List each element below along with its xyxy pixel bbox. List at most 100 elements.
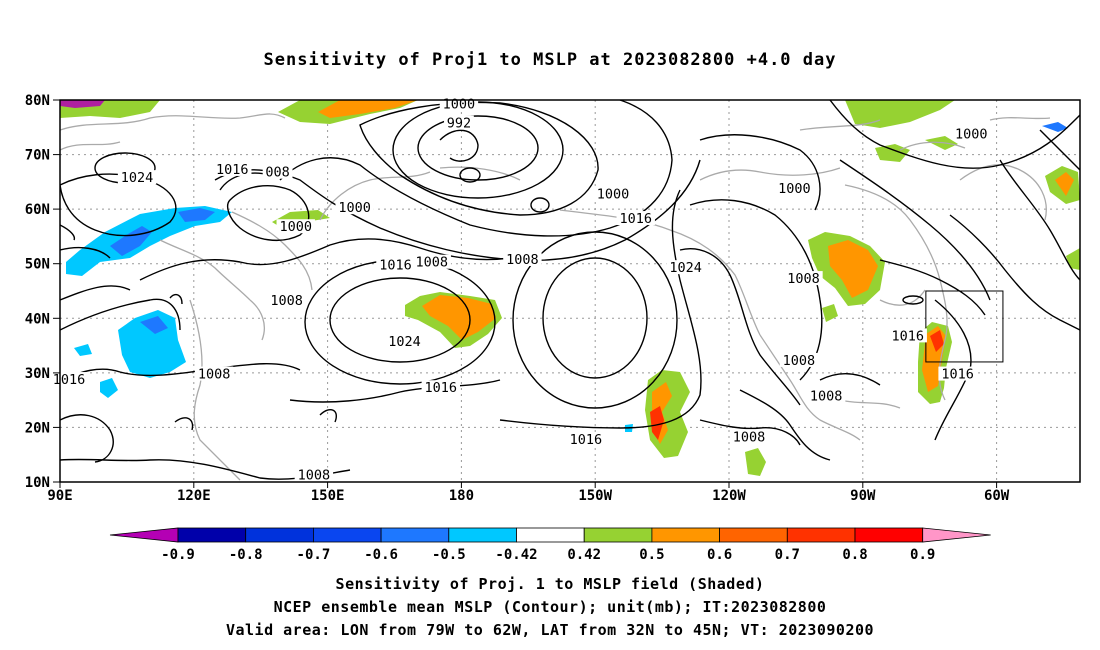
contour-label: 1016 — [941, 367, 974, 383]
contour-label-bg — [784, 271, 823, 286]
colorbar-segment — [448, 527, 517, 543]
lon-label: 180 — [449, 488, 474, 504]
contour-label: 1008 — [415, 255, 448, 271]
shade-region-arctic-canada — [845, 100, 955, 128]
contour-label: 1000 — [778, 181, 811, 197]
contour-label-bg — [335, 200, 374, 215]
contour-label-bg — [503, 251, 542, 266]
contour-label: 1000 — [279, 219, 312, 235]
contour-label-bg — [262, 164, 293, 179]
contour-label: 1024 — [388, 334, 421, 350]
contour-label-bg — [775, 181, 814, 196]
colorbar-segment — [177, 527, 247, 543]
latitude-labels: 80N 70N 60N 50N 40N 30N 20N 10N — [25, 93, 50, 491]
lon-label: 90W — [850, 488, 876, 504]
lon-label: 120E — [177, 488, 211, 504]
lat-label: 70N — [25, 148, 50, 164]
contour-label-bg — [194, 366, 234, 381]
contour-label-bg — [806, 388, 846, 403]
contour-label-bg — [444, 115, 474, 130]
shade-region-siberia-blue — [66, 206, 232, 276]
lat-label: 40N — [25, 311, 50, 327]
contour-label-bg — [276, 219, 315, 234]
valid-area-box — [925, 290, 1004, 363]
map-frame — [59, 99, 1081, 483]
colorbar-segment — [719, 527, 788, 543]
contour-label: 1008 — [783, 353, 816, 369]
sensitivity-shading — [60, 100, 1080, 476]
contour-label-bg — [566, 432, 606, 447]
contour-label: 1016 — [891, 328, 924, 344]
contour-label-bg — [616, 211, 655, 226]
axis-ticks — [53, 99, 998, 488]
colorbar-segment — [583, 527, 653, 543]
colorbar-arrow-right — [922, 527, 991, 543]
colorbar-segment — [516, 527, 585, 543]
colorbar-segment — [854, 527, 924, 543]
contour-label: 1008 — [810, 388, 843, 404]
contour-label: 1016 — [216, 162, 249, 178]
colorbar-labels: -0.9 -0.8 -0.7 -0.6 -0.5 -0.42 0.42 0.5 0.6 0.7 0.… — [161, 547, 935, 563]
contour-label-bg — [117, 170, 157, 185]
lon-label: 150E — [311, 488, 345, 504]
colorbar-tick-label: 0.7 — [775, 547, 800, 563]
contour-label-bg — [952, 126, 991, 141]
longitude-labels: 90E 120E 150E 180 150W 120W 90W 60W — [47, 488, 1009, 504]
colorbar-tick-label: -0.6 — [364, 547, 398, 563]
colorbar-tick-label: -0.9 — [161, 547, 195, 563]
lon-label: 90E — [47, 488, 72, 504]
contour-label-bg — [421, 380, 460, 395]
lon-label: 150W — [578, 488, 612, 504]
colorbar-tick-label: 0.9 — [910, 547, 935, 563]
lat-label: 80N — [25, 93, 50, 109]
contour-label-bg — [376, 257, 415, 272]
contour-label: 1000 — [443, 96, 476, 112]
lon-label: 120W — [712, 488, 746, 504]
contour-label: 1000 — [597, 187, 630, 203]
contour-label-bg — [729, 429, 769, 444]
contour-label: 1008 — [198, 367, 231, 383]
mslp-contours — [60, 100, 1080, 480]
contour-label: 1016 — [425, 380, 458, 396]
lat-label: 60N — [25, 202, 50, 218]
contour-label-bg — [385, 333, 424, 348]
lat-label: 50N — [25, 257, 50, 273]
colorbar-segment — [312, 527, 382, 543]
footer-line-1: Sensitivity of Proj. 1 to MSLP field (Sh… — [335, 575, 765, 593]
footer-line-3: Valid area: LON from 79W to 62W, LAT fro… — [225, 621, 875, 639]
contour-label-bg — [938, 366, 977, 381]
colorbar-tick-label: 0.8 — [842, 547, 867, 563]
contour-label: 1008 — [506, 252, 539, 268]
colorbar-tick-label: -0.7 — [297, 547, 331, 563]
contour-label-bg — [213, 161, 252, 176]
lat-label: 20N — [25, 420, 50, 436]
contour-high-1024-east — [542, 257, 648, 379]
coastlines — [60, 113, 1051, 481]
colorbar-tick-label: 0.6 — [707, 547, 732, 563]
contour-label-bg — [666, 260, 705, 275]
contour-label-bg — [294, 467, 334, 482]
contour-label: 1008 — [298, 468, 331, 484]
lon-label: 60W — [984, 488, 1010, 504]
contour-label: 1024 — [121, 170, 154, 186]
colorbar-segment — [651, 527, 721, 543]
contour-label: 1016 — [379, 257, 412, 273]
contour-label: 1008 — [787, 271, 820, 287]
colorbar-arrow-left — [109, 527, 179, 543]
colorbar-tick-label: -0.8 — [229, 547, 263, 563]
colorbar-tick-label: 0.42 — [567, 547, 601, 563]
contour-label: 992 — [447, 116, 471, 132]
contour-label-bg — [593, 186, 633, 201]
lat-label: 10N — [25, 475, 50, 491]
colorbar-tick-label: 0.5 — [639, 547, 664, 563]
contour-label: 1016 — [53, 372, 86, 388]
contour-label-bg — [779, 352, 819, 367]
contour-label-bg — [412, 254, 451, 269]
lat-label: 30N — [25, 366, 50, 382]
map-title: Sensitivity of Proj1 to MSLP at 20230828… — [263, 50, 837, 70]
contour-label-bg — [888, 328, 927, 343]
shade-region-china-blue — [118, 310, 186, 378]
contour-label: 1008 — [270, 293, 303, 309]
colorbar-segment — [380, 527, 450, 543]
